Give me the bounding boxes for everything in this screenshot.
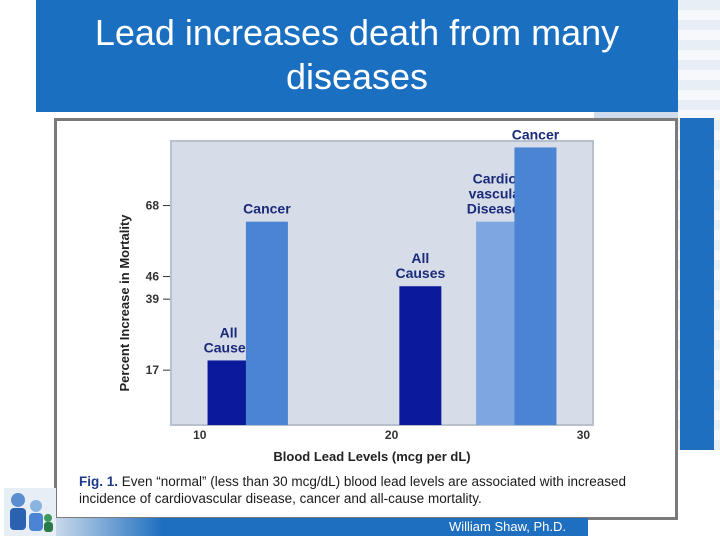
bar-label: Causes — [395, 265, 445, 281]
bar-label: Cancer — [512, 126, 560, 142]
bar-label: All — [411, 250, 429, 266]
y-tick-label: 68 — [146, 199, 160, 213]
bar — [245, 221, 288, 425]
right-accent-bar — [680, 118, 714, 450]
x-tick-label: 30 — [577, 428, 591, 442]
bar-label: Causes — [204, 339, 254, 355]
figure-panel: 17 39 46 68 10 20 30 All Causes Cancer All Causes Ca… — [54, 118, 678, 520]
bar — [514, 147, 557, 426]
slide-title-bar: Lead increases death from many diseases — [36, 0, 678, 112]
y-axis-title: Percent Increase in Mortality — [117, 214, 132, 392]
author-credit: William Shaw, Ph.D. — [448, 519, 566, 534]
figure-caption: Fig. 1. Even “normal” (less than 30 mcg/… — [79, 473, 669, 507]
bar — [476, 221, 519, 425]
bar-label: Cardio- — [473, 171, 522, 187]
bar-label: Cancer — [243, 201, 291, 217]
x-axis-title: Blood Lead Levels (mcg per dL) — [273, 449, 470, 464]
top-accent-strip — [594, 108, 678, 118]
y-tick-label: 46 — [146, 270, 160, 284]
y-tick-label: 39 — [146, 292, 160, 306]
x-tick-label: 20 — [385, 428, 399, 442]
slide-title-line-2: diseases — [285, 56, 429, 97]
x-tick-label: 10 — [193, 428, 207, 442]
bar-label: Diseases — [467, 201, 528, 217]
bar — [399, 286, 442, 425]
people-logo-icon — [4, 488, 56, 536]
y-tick-label: 17 — [146, 363, 160, 377]
figure-caption-text: Even “normal” (less than 30 mcg/dL) bloo… — [79, 474, 627, 506]
figure-caption-label: Fig. 1. — [79, 474, 119, 489]
bar — [207, 360, 250, 425]
bar-label: All — [220, 324, 238, 340]
slide-title-line-1: Lead increases death from many — [94, 12, 620, 53]
bar-label: vascular — [469, 186, 526, 202]
footer-bar: William Shaw, Ph.D. — [56, 518, 588, 536]
